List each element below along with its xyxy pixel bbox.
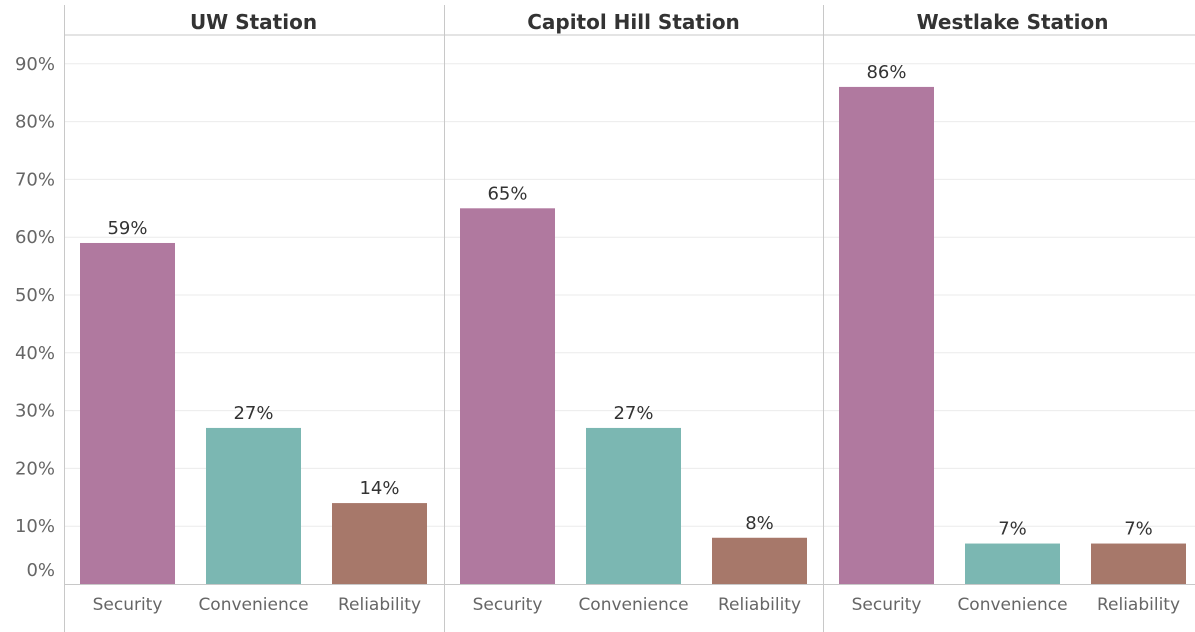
y-tick-label: 70% — [15, 169, 55, 190]
panel-1: UW Station 59% Security 27% Convenience 14% Re… — [80, 10, 427, 615]
panel-2: Capitol Hill Station 65% Security 27% Conven… — [460, 10, 807, 615]
x-tick-label: Reliability — [718, 595, 801, 615]
data-label: 65% — [487, 183, 527, 204]
data-label: 27% — [613, 403, 653, 424]
x-tick-label: Reliability — [1097, 595, 1180, 615]
x-tick-label: Convenience — [578, 595, 688, 615]
y-tick-label: 0% — [26, 560, 55, 581]
y-tick-label: 50% — [15, 285, 55, 306]
x-tick-label: Security — [852, 595, 922, 615]
x-tick-label: Convenience — [957, 595, 1067, 615]
bar-reliability — [332, 503, 427, 584]
y-tick-label: 40% — [15, 343, 55, 364]
data-label: 59% — [107, 218, 147, 239]
data-label: 14% — [359, 478, 399, 499]
data-label: 8% — [745, 513, 774, 534]
bar-security — [839, 86, 934, 585]
y-tick-label: 10% — [15, 516, 55, 537]
bar-security — [460, 208, 555, 585]
x-tick-label: Reliability — [338, 595, 421, 615]
bar-security — [80, 242, 175, 585]
x-tick-label: Security — [473, 595, 543, 615]
data-label: 27% — [233, 403, 273, 424]
bar-convenience — [586, 427, 681, 584]
x-tick-label: Security — [93, 595, 163, 615]
y-tick-label: 30% — [15, 401, 55, 422]
data-label: 86% — [866, 62, 906, 83]
y-tick-label: 90% — [15, 54, 55, 75]
bar-convenience — [206, 427, 301, 584]
bar-reliability — [712, 537, 807, 584]
data-label: 7% — [1124, 519, 1153, 540]
bar-convenience — [965, 543, 1060, 584]
x-tick-label: Convenience — [198, 595, 308, 615]
y-tick-label: 60% — [15, 227, 55, 248]
bar-reliability — [1091, 543, 1186, 584]
y-tick-label: 20% — [15, 458, 55, 479]
panel-title: Westlake Station — [917, 10, 1109, 34]
data-label: 7% — [998, 519, 1027, 540]
panel-title: Capitol Hill Station — [527, 10, 740, 34]
y-tick-label: 80% — [15, 112, 55, 133]
y-axis: 0% 10% 20% 30% 40% 50% 60% 70% 80% 90% — [15, 54, 55, 581]
panel-title: UW Station — [190, 10, 317, 34]
panel-3: Westlake Station 86% Security 7% Convenience… — [839, 10, 1186, 615]
